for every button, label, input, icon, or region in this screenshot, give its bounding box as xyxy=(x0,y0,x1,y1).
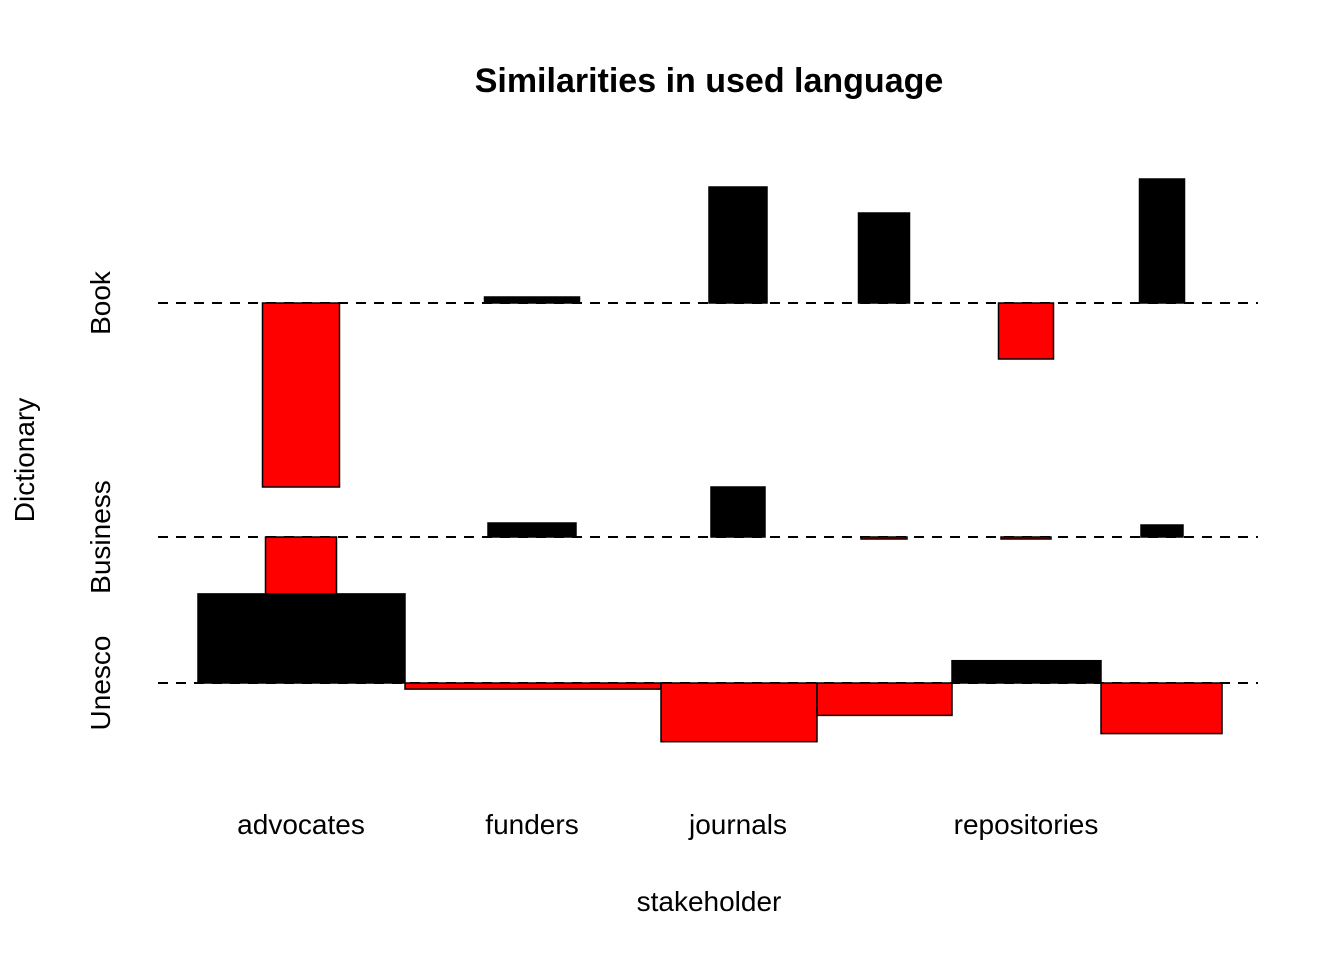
y-tick-label: Book xyxy=(85,270,116,335)
bar-book-1 xyxy=(261,302,341,488)
bar-book-5 xyxy=(997,302,1055,360)
bar-business-6 xyxy=(1140,524,1184,538)
bar-unesco-4 xyxy=(816,682,953,717)
y-tick-labels: Book Business Unesco xyxy=(85,270,116,730)
x-tick-label: advocates xyxy=(237,809,365,840)
x-tick-label: repositories xyxy=(954,809,1099,840)
bar-book-4 xyxy=(857,212,911,304)
chart-title: Similarities in used language xyxy=(475,62,944,100)
x-tick-labels: advocates funders journals repositories xyxy=(237,809,1098,840)
x-tick-label: journals xyxy=(688,809,787,840)
bar-business-3 xyxy=(710,486,766,538)
bar-unesco-3 xyxy=(660,682,818,743)
y-tick-label: Business xyxy=(85,480,116,594)
x-tick-label: funders xyxy=(485,809,578,840)
bar-unesco-5 xyxy=(951,659,1102,684)
bar-unesco-1 xyxy=(197,593,406,684)
bar-business-1 xyxy=(264,536,338,596)
bar-unesco-6 xyxy=(1100,682,1223,735)
bar-book-6 xyxy=(1138,178,1186,304)
bar-book-2 xyxy=(483,296,581,304)
bar-business-5 xyxy=(1000,536,1052,540)
bar-unesco-2 xyxy=(404,682,662,690)
bar-business-4 xyxy=(860,536,908,540)
y-axis-label: Dictionary xyxy=(9,398,40,522)
y-tick-label: Unesco xyxy=(85,636,116,731)
bar-book-3 xyxy=(708,186,768,304)
bar-business-2 xyxy=(487,522,577,538)
bars xyxy=(197,178,1223,743)
x-axis-label: stakeholder xyxy=(637,886,782,917)
